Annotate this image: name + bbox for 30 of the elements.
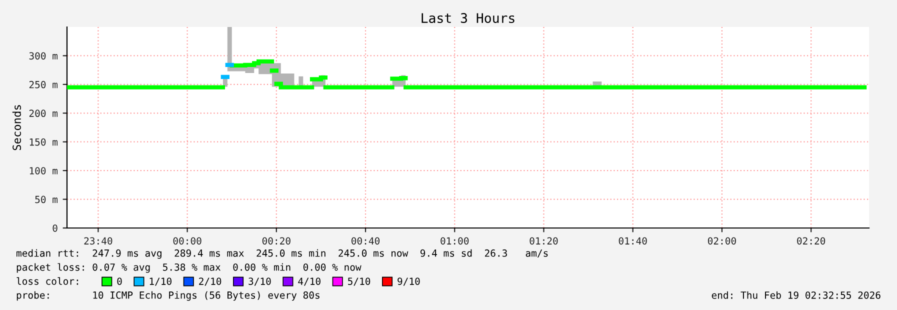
x-tick-label: 00:40 bbox=[352, 237, 380, 245]
x-tick-label: 01:20 bbox=[530, 237, 558, 245]
legend-label: 5/10 bbox=[348, 278, 370, 286]
y-tick-label: 250 m bbox=[29, 80, 58, 88]
legend-label: 9/10 bbox=[398, 278, 420, 286]
legend-label: 4/10 bbox=[298, 278, 320, 286]
text: packet loss: 0.07 % avg 5.38 % max 0.00 % min 0.00 % now bbox=[16, 263, 362, 273]
y-axis-title: Seconds bbox=[12, 105, 21, 150]
text: median rtt: 247.9 ms avg 289.4 ms max 245.0 ms min 245.0 ms now 9.4 ms sd 26.3 am/s bbox=[16, 249, 548, 259]
y-tick-label: 50 m bbox=[35, 196, 58, 204]
y-tick-label: 100 m bbox=[30, 167, 58, 174]
legend-label: 3/10 bbox=[248, 278, 271, 286]
x-tick-label: 01:40 bbox=[618, 237, 647, 245]
x-tick-label: 02:20 bbox=[797, 237, 826, 245]
y-tick-label: 150 m bbox=[30, 138, 58, 146]
x-tick-label: 23:40 bbox=[84, 237, 112, 245]
legend-label: 1/10 bbox=[150, 278, 172, 286]
y-tick-label: 300 m bbox=[29, 52, 58, 60]
x-tick-label: 01:00 bbox=[440, 237, 469, 245]
text: probe: 10 ICMP Echo Pings (56 Bytes) every 80s bbox=[16, 291, 320, 301]
legend-label: 0 bbox=[117, 278, 122, 285]
x-tick-label: 02:00 bbox=[708, 237, 736, 245]
text: end: Thu Feb 19 02:32:55 2026 bbox=[712, 291, 880, 299]
x-tick-label: 00:00 bbox=[173, 237, 202, 245]
legend-label: 2/10 bbox=[199, 278, 222, 286]
y-tick-label: 0 bbox=[52, 224, 58, 232]
x-tick-label: 00:20 bbox=[262, 237, 290, 245]
chart-title: Last 3 Hours bbox=[422, 13, 514, 24]
y-tick-label: 200 m bbox=[29, 110, 58, 117]
legend-title: loss color: bbox=[16, 277, 78, 285]
